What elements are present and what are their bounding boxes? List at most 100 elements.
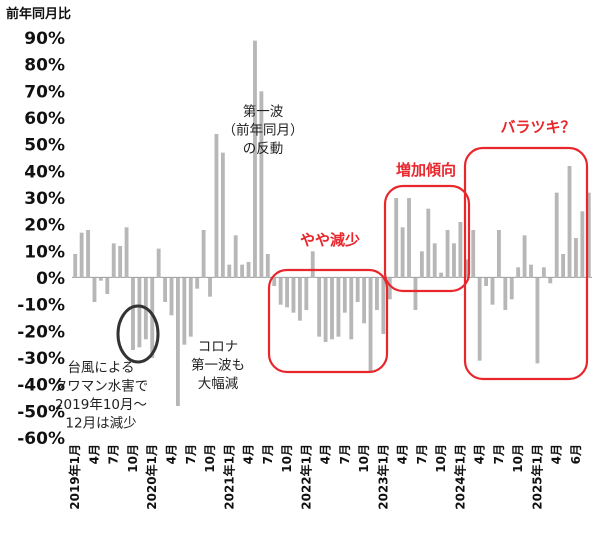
bar	[156, 248, 161, 278]
bar	[291, 278, 296, 313]
y-tick-label: 20%	[24, 216, 65, 236]
y-axis-label-text: 前年同月比	[6, 6, 71, 22]
annotation-text: 第一波	[243, 103, 284, 120]
bar	[413, 278, 418, 310]
annotation-text: やや減少	[300, 231, 360, 249]
x-tick-label: 4月	[165, 444, 179, 464]
bar	[471, 230, 476, 278]
y-tick-label: 50%	[24, 136, 65, 156]
bar	[432, 243, 437, 278]
bar	[233, 235, 238, 278]
y-tick-label: -50%	[17, 402, 65, 422]
bar	[355, 278, 360, 302]
x-tick-label: 7月	[107, 444, 121, 464]
bar	[220, 152, 225, 278]
x-tick-label: 6月	[569, 444, 583, 464]
bar	[336, 278, 341, 337]
bar	[169, 278, 174, 316]
bar	[317, 278, 322, 337]
bar	[79, 232, 84, 278]
annotation-text: タワマン水害で	[54, 379, 149, 395]
bar	[439, 272, 444, 278]
bar	[304, 278, 309, 310]
bar	[381, 278, 386, 334]
y-tick-label: 60%	[24, 109, 65, 129]
highlight-box	[463, 146, 589, 381]
bar	[227, 264, 232, 278]
annotation-text: 大幅減	[198, 375, 239, 392]
y-tick-label: 10%	[24, 242, 65, 262]
x-tick-label: 2021年1月	[221, 444, 236, 510]
annotation-text: （前年同月）	[223, 122, 304, 139]
annotation-text: 12月は減少	[65, 415, 136, 432]
x-tick-label: 2019年1月	[67, 444, 82, 510]
x-tick-label: 10月	[511, 444, 525, 473]
bar	[400, 227, 405, 278]
bar	[73, 254, 78, 278]
y-tick-label: -10%	[17, 296, 65, 316]
bar	[484, 278, 488, 286]
x-tick-label: 4月	[319, 444, 333, 464]
bar	[452, 243, 456, 278]
bar	[118, 246, 123, 278]
bar	[86, 230, 90, 278]
bar	[567, 166, 572, 278]
x-tick-label: 4月	[87, 444, 101, 464]
x-tick-label: 10月	[357, 444, 371, 473]
annotation-text: コロナ	[198, 339, 239, 355]
bar	[541, 267, 546, 278]
bar	[92, 278, 97, 302]
bar	[259, 91, 264, 278]
bar	[529, 264, 533, 278]
y-tick-label: 40%	[24, 162, 65, 182]
y-tick-label: 70%	[24, 82, 65, 102]
bar	[272, 278, 277, 286]
x-tick-label: 2022年1月	[298, 444, 313, 510]
bar	[458, 222, 463, 278]
bar	[323, 278, 328, 342]
bar	[464, 259, 469, 278]
bar	[522, 235, 527, 278]
highlight-box	[383, 184, 471, 293]
bar	[188, 278, 193, 337]
bar	[477, 278, 482, 361]
bar	[426, 208, 431, 278]
bar	[163, 278, 168, 302]
bar	[387, 278, 392, 300]
bar	[368, 278, 373, 372]
annotation-text: 台風による	[67, 360, 134, 376]
y-tick-label: 0%	[36, 269, 65, 289]
x-tick-label: 4月	[396, 444, 410, 464]
bar-series	[73, 40, 591, 406]
x-tick-label: 7月	[492, 444, 506, 464]
bar	[496, 230, 501, 278]
bar	[111, 243, 116, 278]
bar	[265, 254, 270, 278]
annotation-shapes	[116, 146, 589, 381]
y-axis-label: 前年同月比	[6, 6, 71, 22]
bar	[407, 198, 411, 278]
x-tick-label: 4月	[550, 444, 564, 464]
bar	[490, 278, 495, 305]
bar	[375, 278, 379, 310]
bar	[419, 251, 424, 278]
x-tick-label: 4月	[473, 444, 487, 464]
bar	[150, 278, 155, 358]
bar	[535, 278, 540, 364]
bar	[176, 278, 180, 406]
bar	[124, 227, 129, 278]
x-tick-label: 10月	[203, 444, 217, 473]
bar	[137, 278, 142, 348]
y-tick-label: -30%	[17, 349, 65, 369]
x-tick-label: 10月	[126, 444, 140, 473]
bar	[509, 278, 514, 300]
x-tick-label: 2024年1月	[452, 444, 467, 510]
highlight-box	[267, 268, 389, 374]
annotation-text: バラツキ？	[500, 118, 575, 136]
x-tick-label: 10月	[280, 444, 294, 473]
y-tick-label: -40%	[17, 376, 65, 396]
bar	[131, 278, 135, 350]
bar	[349, 278, 354, 340]
